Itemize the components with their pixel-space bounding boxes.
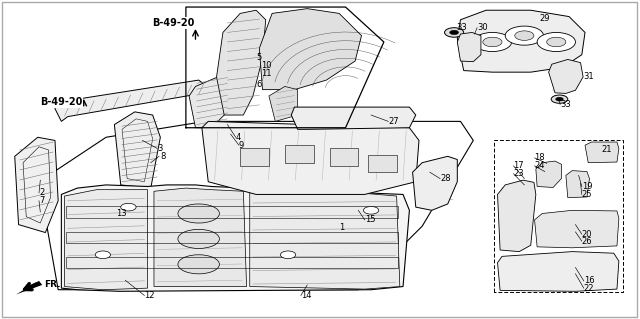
Text: B-49-20: B-49-20: [152, 18, 195, 28]
Text: 31: 31: [583, 72, 594, 81]
Text: 27: 27: [388, 117, 399, 126]
Circle shape: [551, 95, 568, 103]
Ellipse shape: [178, 255, 220, 274]
Circle shape: [95, 251, 111, 259]
Polygon shape: [39, 122, 473, 290]
Polygon shape: [15, 137, 58, 233]
Polygon shape: [16, 281, 42, 294]
Text: 28: 28: [440, 174, 451, 183]
Polygon shape: [585, 142, 619, 163]
Polygon shape: [259, 9, 362, 90]
Text: 14: 14: [301, 291, 311, 300]
Text: 24: 24: [534, 161, 545, 170]
Text: 18: 18: [534, 153, 545, 162]
Circle shape: [450, 30, 459, 35]
FancyBboxPatch shape: [240, 148, 269, 166]
Polygon shape: [115, 112, 161, 188]
Polygon shape: [497, 252, 619, 291]
Polygon shape: [534, 210, 619, 248]
Circle shape: [364, 206, 379, 214]
Circle shape: [547, 37, 566, 47]
Text: 26: 26: [582, 237, 593, 246]
Polygon shape: [458, 33, 481, 62]
Text: 20: 20: [582, 230, 593, 239]
Text: 33: 33: [560, 100, 571, 109]
Text: 4: 4: [236, 133, 241, 142]
Circle shape: [483, 37, 502, 47]
Polygon shape: [458, 10, 585, 72]
Text: 16: 16: [584, 276, 595, 285]
Polygon shape: [216, 10, 266, 115]
Text: 12: 12: [145, 291, 155, 300]
Text: 29: 29: [539, 14, 550, 23]
Polygon shape: [269, 86, 298, 122]
Polygon shape: [566, 171, 589, 197]
Circle shape: [121, 203, 136, 211]
Text: 25: 25: [582, 190, 593, 199]
Ellipse shape: [178, 204, 220, 223]
Polygon shape: [497, 180, 536, 252]
Polygon shape: [536, 161, 561, 188]
Text: 7: 7: [39, 196, 44, 205]
Polygon shape: [202, 122, 419, 195]
Polygon shape: [65, 190, 148, 290]
Text: 6: 6: [256, 80, 262, 89]
Circle shape: [280, 251, 296, 259]
Circle shape: [505, 26, 543, 45]
FancyBboxPatch shape: [285, 145, 314, 163]
Text: 22: 22: [584, 284, 595, 293]
Circle shape: [556, 97, 563, 101]
Text: 13: 13: [116, 209, 126, 218]
Polygon shape: [61, 185, 410, 291]
Text: 3: 3: [157, 144, 163, 153]
Polygon shape: [189, 77, 234, 128]
Text: 9: 9: [239, 141, 244, 150]
Polygon shape: [55, 80, 205, 122]
Circle shape: [473, 33, 511, 51]
Text: 30: 30: [477, 23, 488, 32]
Text: 15: 15: [365, 215, 375, 224]
Text: 33: 33: [457, 23, 467, 32]
Polygon shape: [291, 107, 416, 129]
Text: 10: 10: [261, 61, 272, 70]
Text: 2: 2: [39, 188, 44, 197]
Text: 5: 5: [256, 53, 261, 62]
Text: B-49-20: B-49-20: [40, 97, 83, 107]
Text: 21: 21: [601, 145, 611, 154]
Circle shape: [537, 33, 575, 51]
Polygon shape: [548, 59, 583, 93]
Circle shape: [515, 31, 534, 41]
Polygon shape: [413, 156, 458, 210]
Ellipse shape: [178, 229, 220, 249]
Text: 8: 8: [161, 152, 166, 161]
Polygon shape: [250, 191, 400, 289]
Text: 17: 17: [513, 161, 524, 170]
Text: 19: 19: [582, 182, 593, 191]
Text: FR.: FR.: [44, 279, 61, 288]
Polygon shape: [154, 188, 246, 286]
FancyBboxPatch shape: [368, 155, 397, 172]
Text: 1: 1: [339, 223, 344, 232]
Text: 23: 23: [513, 169, 524, 178]
Circle shape: [445, 28, 464, 37]
Text: 11: 11: [261, 69, 272, 78]
FancyBboxPatch shape: [330, 148, 358, 166]
